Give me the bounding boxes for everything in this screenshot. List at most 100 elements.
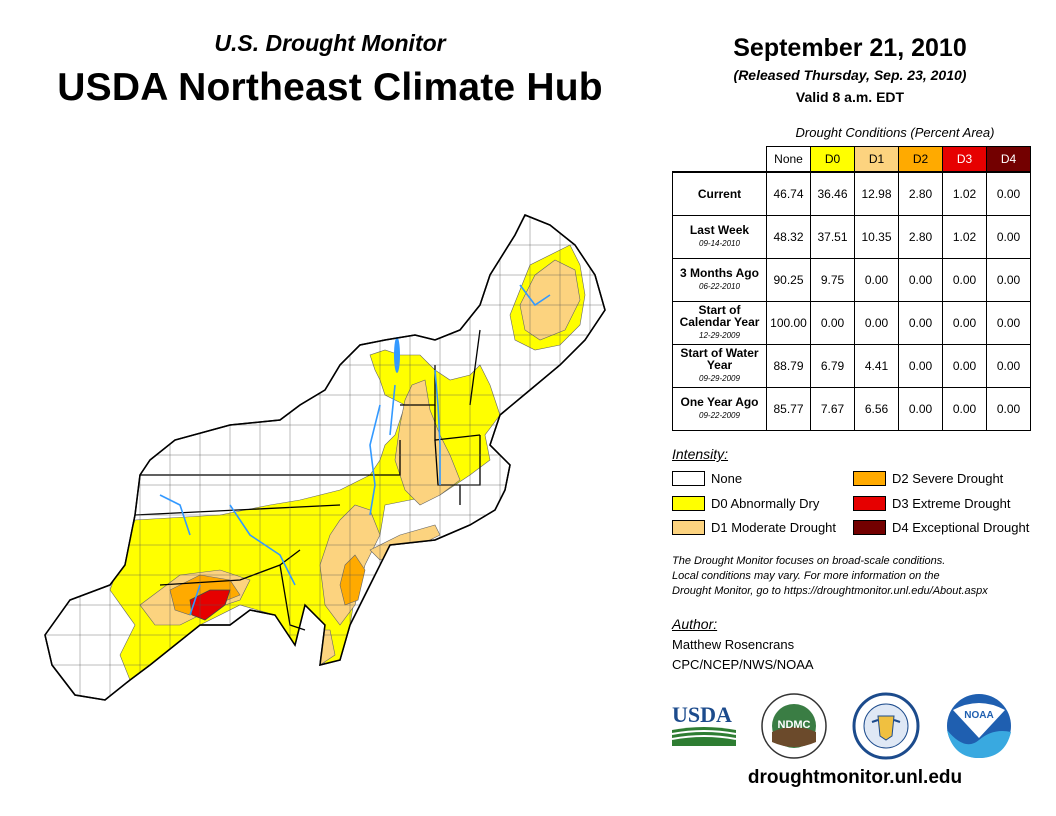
- table-cell: 1.02: [942, 171, 987, 216]
- usda-logo: USDA: [671, 702, 737, 746]
- col-header-none: None: [766, 146, 811, 173]
- noaa-logo-text: NOAA: [964, 710, 993, 721]
- noaa-logo: NOAA: [947, 694, 1011, 758]
- table-cell: 36.46: [810, 171, 855, 216]
- legend-item-d0: D0 Abnormally Dry: [672, 496, 819, 511]
- legend-item-d3: D3 Extreme Drought: [853, 496, 1011, 511]
- table-cell: 0.00: [942, 344, 987, 388]
- table-cell: 90.25: [766, 258, 811, 302]
- legend-item-none: None: [672, 471, 742, 486]
- row-label: Start of Water Year: [680, 346, 759, 372]
- row-label: One Year Ago: [680, 395, 759, 409]
- legend-item-d2: D2 Severe Drought: [853, 471, 1003, 486]
- table-cell: 1.02: [942, 215, 987, 259]
- table-cell: 0.00: [898, 258, 943, 302]
- table-cell: 9.75: [810, 258, 855, 302]
- author-org: CPC/NCEP/NWS/NOAA: [672, 657, 814, 672]
- col-header-d3: D3: [942, 146, 987, 173]
- release-date: (Released Thursday, Sep. 23, 2010): [733, 67, 967, 83]
- usda-logo-text: USDA: [672, 702, 732, 727]
- table-row: Last Week 09-14-2010 48.32 37.51 10.35 2.…: [672, 215, 1031, 259]
- row-date: 09-29-2009: [699, 374, 740, 383]
- note-line: The Drought Monitor focuses on broad-sca…: [672, 555, 946, 567]
- table-cell: 4.41: [854, 344, 899, 388]
- ndmc-logo: NDMC: [761, 693, 827, 759]
- table-cell: 12.98: [854, 171, 899, 216]
- map-subtitle: U.S. Drought Monitor: [214, 30, 446, 56]
- legend-swatch: [672, 520, 705, 535]
- row-date: 06-22-2010: [699, 282, 740, 291]
- table-cell: 0.00: [810, 301, 855, 345]
- table-cell: 85.77: [766, 387, 811, 431]
- map-date: September 21, 2010: [733, 34, 967, 62]
- table-row: 3 Months Ago 06-22-2010 90.25 9.75 0.00 0…: [672, 258, 1031, 302]
- table-cell: 0.00: [986, 387, 1031, 431]
- drought-stats-table: None D0 D1 D2 D3 D4 Current 46.74 36.46 …: [672, 146, 1031, 431]
- row-label: Start of Calendar Year: [679, 303, 760, 329]
- table-row: Start of Calendar Year 12-29-2009 100.00 …: [672, 301, 1031, 345]
- table-cell: 0.00: [942, 301, 987, 345]
- table-row: One Year Ago 09-22-2009 85.77 7.67 6.56 0…: [672, 387, 1031, 431]
- author-heading: Author:: [672, 616, 718, 632]
- col-header-d1: D1: [854, 146, 899, 173]
- lake-champlain: [394, 337, 400, 373]
- table-cell: 0.00: [854, 258, 899, 302]
- legend-label: D0 Abnormally Dry: [711, 496, 820, 511]
- col-header-d4: D4: [986, 146, 1031, 173]
- table-row: Start of Water Year 09-29-2009 88.79 6.79…: [672, 344, 1031, 388]
- legend-title: Intensity:: [672, 446, 729, 462]
- legend-swatch: [853, 520, 886, 535]
- legend-item-d4: D4 Exceptional Drought: [853, 520, 1029, 535]
- legend-swatch: [672, 496, 705, 511]
- legend-label: D3 Extreme Drought: [892, 496, 1011, 511]
- legend-label: D4 Exceptional Drought: [892, 520, 1030, 535]
- note-line: Drought Monitor, go to https://droughtmo…: [672, 585, 988, 597]
- row-label: Last Week: [689, 223, 750, 237]
- d2-area-nj: [339, 554, 366, 606]
- doc-seal-logo: [852, 692, 920, 760]
- row-date: 09-14-2010: [699, 239, 740, 248]
- legend-label: D1 Moderate Drought: [711, 520, 837, 535]
- table-cell: 0.00: [986, 215, 1031, 259]
- map-title: USDA Northeast Climate Hub: [57, 66, 603, 109]
- legend-item-d1: D1 Moderate Drought: [672, 520, 836, 535]
- ndmc-logo-text: NDMC: [778, 719, 811, 731]
- table-cell: 48.32: [766, 215, 811, 259]
- table-cell: 0.00: [986, 258, 1031, 302]
- row-label: Current: [697, 187, 742, 201]
- row-label: 3 Months Ago: [680, 266, 759, 280]
- footer-url[interactable]: droughtmonitor.unl.edu: [747, 767, 963, 788]
- table-cell: 0.00: [942, 258, 987, 302]
- col-header-d0: D0: [810, 146, 855, 173]
- author-name: Matthew Rosencrans: [672, 637, 795, 652]
- row-date: 09-22-2009: [699, 411, 740, 420]
- rivers: [159, 284, 551, 616]
- legend-swatch: [672, 471, 705, 486]
- valid-time: Valid 8 a.m. EDT: [795, 89, 905, 105]
- table-cell: 0.00: [898, 301, 943, 345]
- table-row: Current 46.74 36.46 12.98 2.80 1.02 0.00: [672, 171, 1031, 216]
- table-cell: 0.00: [898, 387, 943, 431]
- table-cell: 88.79: [766, 344, 811, 388]
- table-cell: 2.80: [898, 215, 943, 259]
- note-line: Local conditions may vary. For more info…: [672, 570, 940, 582]
- table-cell: 6.79: [810, 344, 855, 388]
- legend-swatch: [853, 496, 886, 511]
- table-cell: 0.00: [986, 171, 1031, 216]
- disclaimer-note: The Drought Monitor focuses on broad-sca…: [672, 554, 1052, 599]
- table-cell: 2.80: [898, 171, 943, 216]
- col-header-d2: D2: [898, 146, 943, 173]
- table-cell: 10.35: [854, 215, 899, 259]
- table-cell: 0.00: [898, 344, 943, 388]
- table-cell: 0.00: [986, 301, 1031, 345]
- table-cell: 46.74: [766, 171, 811, 216]
- table-cell: 100.00: [766, 301, 811, 345]
- legend-label: None: [711, 471, 743, 486]
- legend-swatch: [853, 471, 886, 486]
- drought-map: [44, 214, 606, 701]
- row-date: 12-29-2009: [699, 331, 740, 340]
- table-cell: 0.00: [854, 301, 899, 345]
- table-cell: 6.56: [854, 387, 899, 431]
- table-cell: 0.00: [942, 387, 987, 431]
- legend-label: D2 Severe Drought: [892, 471, 1004, 486]
